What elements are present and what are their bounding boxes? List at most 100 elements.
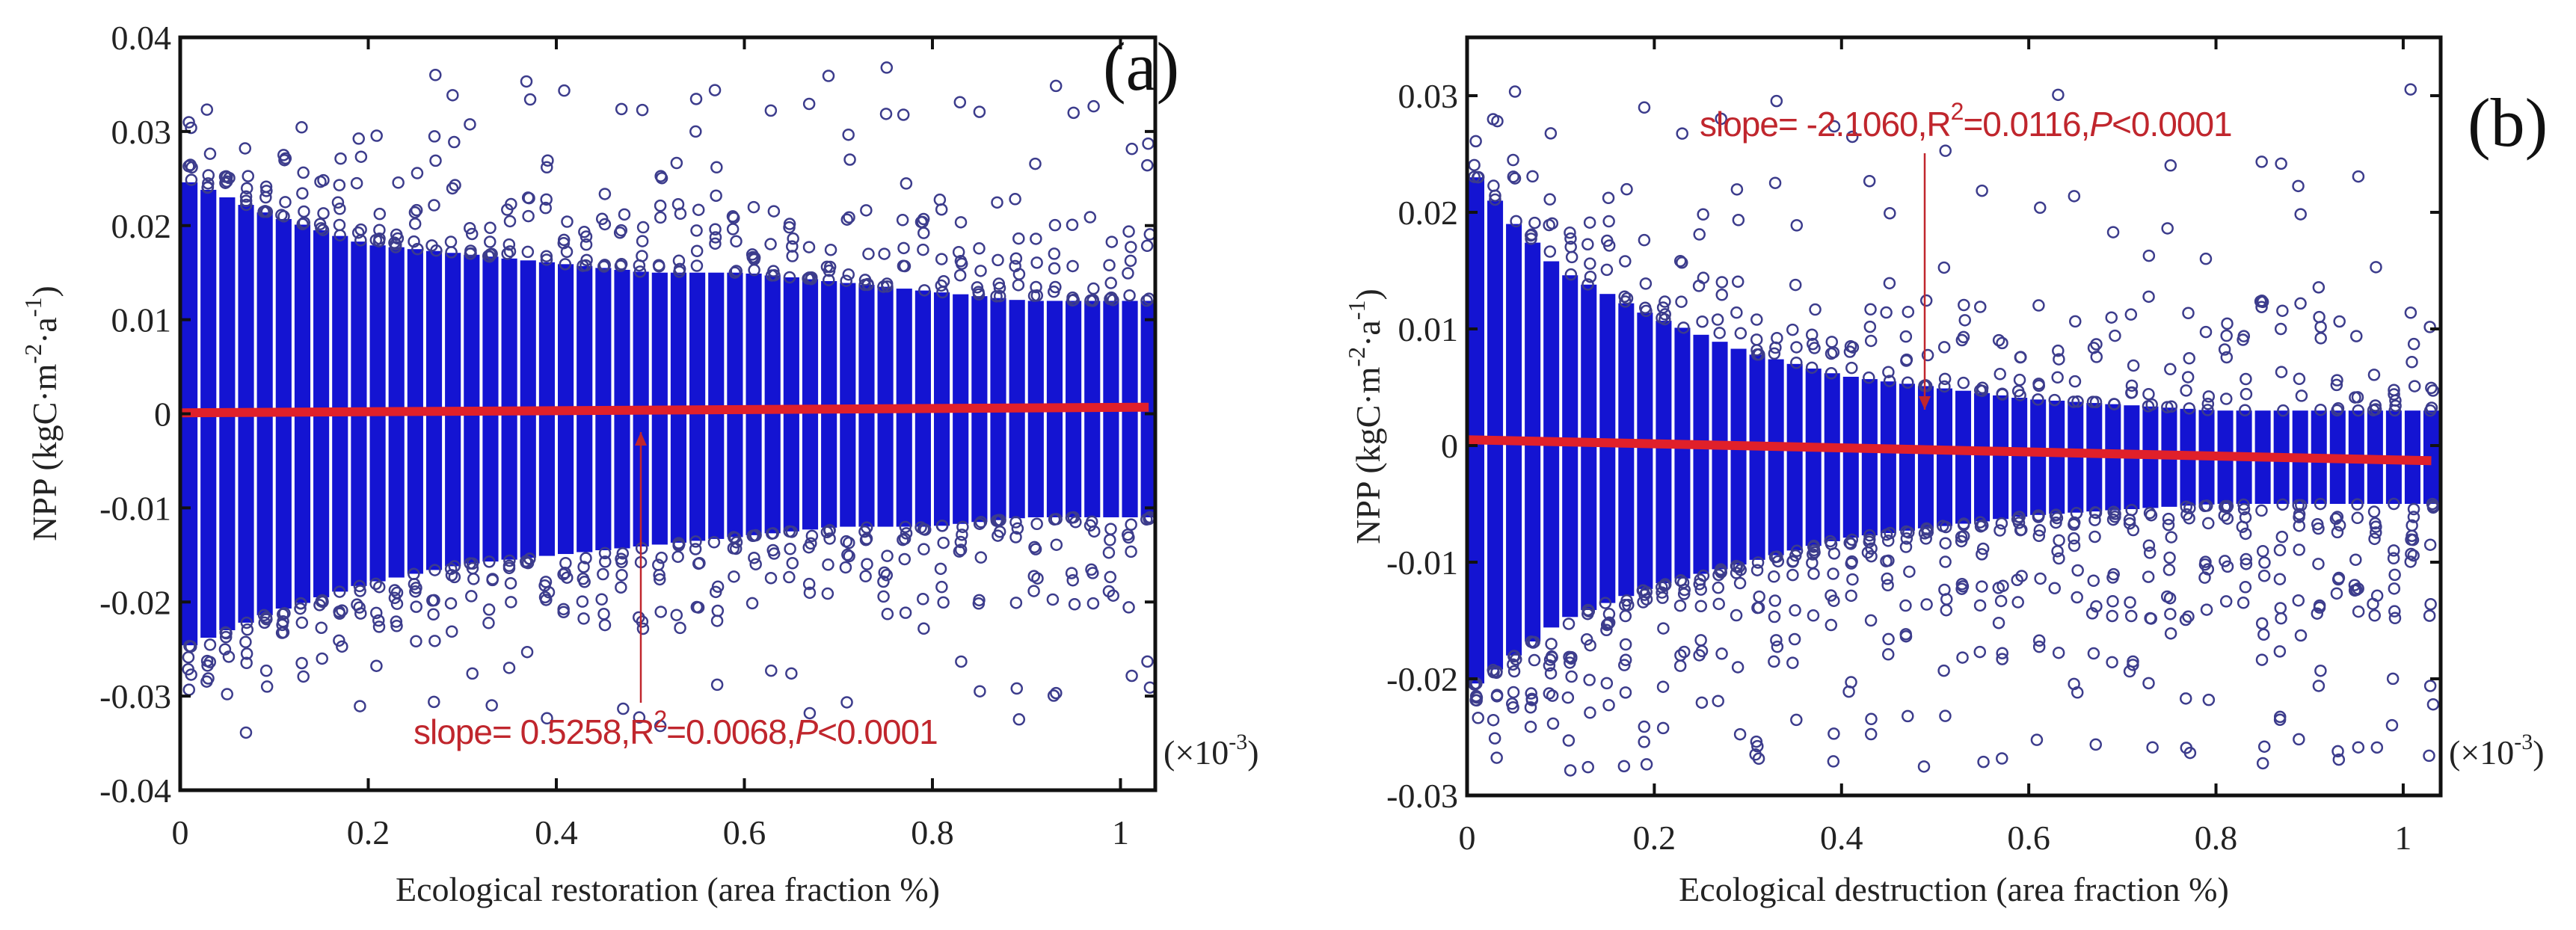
data-point xyxy=(1958,517,1970,530)
data-point xyxy=(2293,733,2305,746)
data-point xyxy=(1955,530,1968,543)
data-point xyxy=(2163,551,2176,564)
data-point xyxy=(448,135,461,149)
data-point xyxy=(372,620,386,633)
data-point xyxy=(482,617,495,629)
data-point xyxy=(1768,594,1782,607)
data-point xyxy=(1490,690,1504,703)
data-point xyxy=(956,529,968,541)
data-point xyxy=(707,536,721,549)
data-point xyxy=(766,527,778,540)
data-point xyxy=(241,623,254,636)
data-point xyxy=(1995,517,2008,530)
data-point xyxy=(805,529,819,543)
data-point xyxy=(1125,241,1137,253)
data-point xyxy=(1996,752,2008,765)
data-point xyxy=(333,634,345,647)
arrowhead-icon xyxy=(1919,396,1931,410)
data-point xyxy=(2089,506,2103,520)
arrowhead-icon xyxy=(635,432,647,446)
data-point xyxy=(843,153,856,166)
data-point xyxy=(2107,567,2120,581)
ylabel-sup: -2 xyxy=(19,344,46,364)
data-point xyxy=(690,224,703,237)
data-point xyxy=(802,97,816,111)
data-point xyxy=(710,189,722,202)
data-point xyxy=(1807,567,1820,580)
data-point xyxy=(1027,585,1040,597)
data-point xyxy=(428,594,440,607)
data-point xyxy=(2240,372,2252,386)
data-point xyxy=(935,520,949,532)
data-point xyxy=(974,685,986,698)
data-point xyxy=(2109,329,2121,342)
data-point xyxy=(523,191,535,205)
data-point xyxy=(2162,518,2175,532)
data-point xyxy=(1564,232,1577,245)
data-point xyxy=(1825,367,1838,380)
data-point xyxy=(2239,581,2252,594)
data-point xyxy=(2352,170,2365,183)
data-point xyxy=(2239,511,2252,524)
data-point xyxy=(2348,579,2361,591)
data-point xyxy=(2314,332,2327,345)
data-point xyxy=(1050,538,1063,551)
data-point xyxy=(860,204,873,217)
data-point xyxy=(598,218,612,231)
data-point xyxy=(295,656,308,670)
data-point xyxy=(580,552,592,564)
data-point xyxy=(2220,329,2233,342)
point-column xyxy=(1993,395,2009,520)
data-point xyxy=(1619,653,1632,667)
data-point xyxy=(1543,687,1556,700)
data-point xyxy=(277,615,289,628)
data-point xyxy=(672,254,686,268)
data-point xyxy=(354,700,366,712)
data-point xyxy=(1584,706,1596,719)
data-point xyxy=(1845,130,1859,144)
point-column xyxy=(1786,363,1803,551)
data-point xyxy=(1786,656,1799,669)
data-point xyxy=(1865,549,1878,563)
data-point xyxy=(633,265,647,278)
data-point xyxy=(822,558,834,571)
data-point xyxy=(858,278,871,292)
data-point xyxy=(2221,317,2234,330)
data-point xyxy=(1903,565,1916,578)
point-column xyxy=(1936,388,1952,526)
data-point xyxy=(240,198,253,212)
annot-slope: slope= 0.5258,R xyxy=(414,712,654,751)
data-point xyxy=(1122,267,1134,280)
data-point xyxy=(577,561,590,573)
data-point xyxy=(1695,696,1709,709)
data-point xyxy=(2351,511,2364,525)
data-point xyxy=(1938,372,1952,386)
data-point xyxy=(689,535,702,548)
data-point xyxy=(2276,304,2289,317)
point-column xyxy=(1842,376,1859,538)
data-point xyxy=(2274,602,2287,615)
data-point xyxy=(2237,498,2250,511)
annot-r2: =0.0116, xyxy=(1963,105,2089,144)
data-point xyxy=(1565,250,1579,264)
data-point xyxy=(917,523,930,536)
x-tick-label: 0.6 xyxy=(723,813,766,852)
data-point xyxy=(444,597,458,610)
data-point xyxy=(1491,114,1504,128)
point-column xyxy=(1674,327,1691,579)
data-point xyxy=(1750,344,1763,357)
data-point xyxy=(1048,247,1061,260)
data-point xyxy=(2404,83,2417,96)
y-tick-label: -0.03 xyxy=(99,677,171,715)
data-point xyxy=(654,606,667,618)
annot-p-symbol: P xyxy=(795,712,818,751)
data-point xyxy=(1843,536,1856,549)
data-point xyxy=(710,161,723,174)
data-point xyxy=(540,193,553,206)
data-point xyxy=(2199,252,2213,265)
data-point xyxy=(2015,523,2028,536)
data-point xyxy=(2273,645,2287,658)
data-point xyxy=(1768,347,1781,360)
data-point xyxy=(1771,331,1783,345)
data-point xyxy=(1141,655,1154,668)
